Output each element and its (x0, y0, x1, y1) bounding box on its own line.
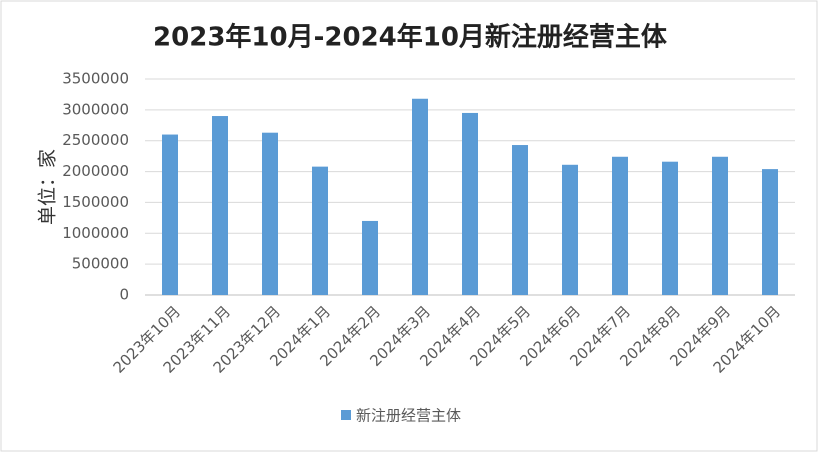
y-tick-label: 0 (119, 286, 129, 304)
y-tick-label: 3500000 (62, 70, 129, 88)
bar (512, 145, 528, 295)
y-tick-label: 500000 (72, 255, 129, 273)
bar (662, 161, 678, 295)
y-tick-label: 1000000 (62, 224, 129, 242)
bar (362, 220, 378, 295)
legend-swatch (341, 410, 351, 420)
y-tick-label: 1500000 (62, 193, 129, 211)
bar (562, 164, 578, 295)
chart-title: 2023年10月-2024年10月新注册经营主体 (153, 22, 668, 53)
bar (162, 134, 178, 295)
bar (712, 156, 728, 295)
bar (312, 166, 328, 295)
bar (262, 132, 278, 295)
bar (612, 156, 628, 295)
y-tick-label: 3000000 (62, 100, 129, 118)
legend-label: 新注册经营主体 (356, 407, 461, 425)
bar (762, 169, 778, 295)
bar (212, 116, 228, 296)
bar (462, 112, 478, 295)
bar (412, 98, 428, 296)
y-tick-label: 2500000 (62, 131, 129, 149)
y-tick-label: 2000000 (62, 162, 129, 180)
y-axis-label: 单位：家 (37, 149, 59, 225)
